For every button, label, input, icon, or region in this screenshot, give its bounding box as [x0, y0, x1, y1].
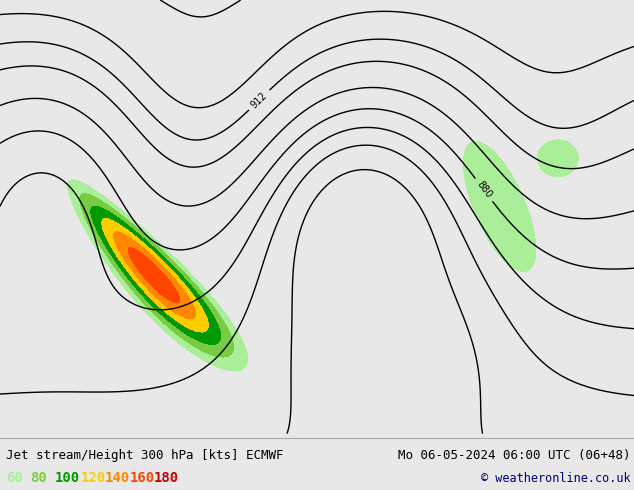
- Text: © weatheronline.co.uk: © weatheronline.co.uk: [481, 472, 631, 486]
- Text: 912: 912: [249, 90, 269, 110]
- Text: 60: 60: [6, 471, 23, 486]
- Text: 180: 180: [153, 471, 179, 486]
- Text: 140: 140: [105, 471, 131, 486]
- Text: Jet stream/Height 300 hPa [kts] ECMWF: Jet stream/Height 300 hPa [kts] ECMWF: [6, 449, 284, 463]
- Text: 880: 880: [474, 180, 493, 200]
- Text: 160: 160: [129, 471, 155, 486]
- Text: 120: 120: [81, 471, 107, 486]
- Text: 80: 80: [30, 471, 47, 486]
- Text: 100: 100: [55, 471, 80, 486]
- Text: Mo 06-05-2024 06:00 UTC (06+48): Mo 06-05-2024 06:00 UTC (06+48): [398, 449, 631, 463]
